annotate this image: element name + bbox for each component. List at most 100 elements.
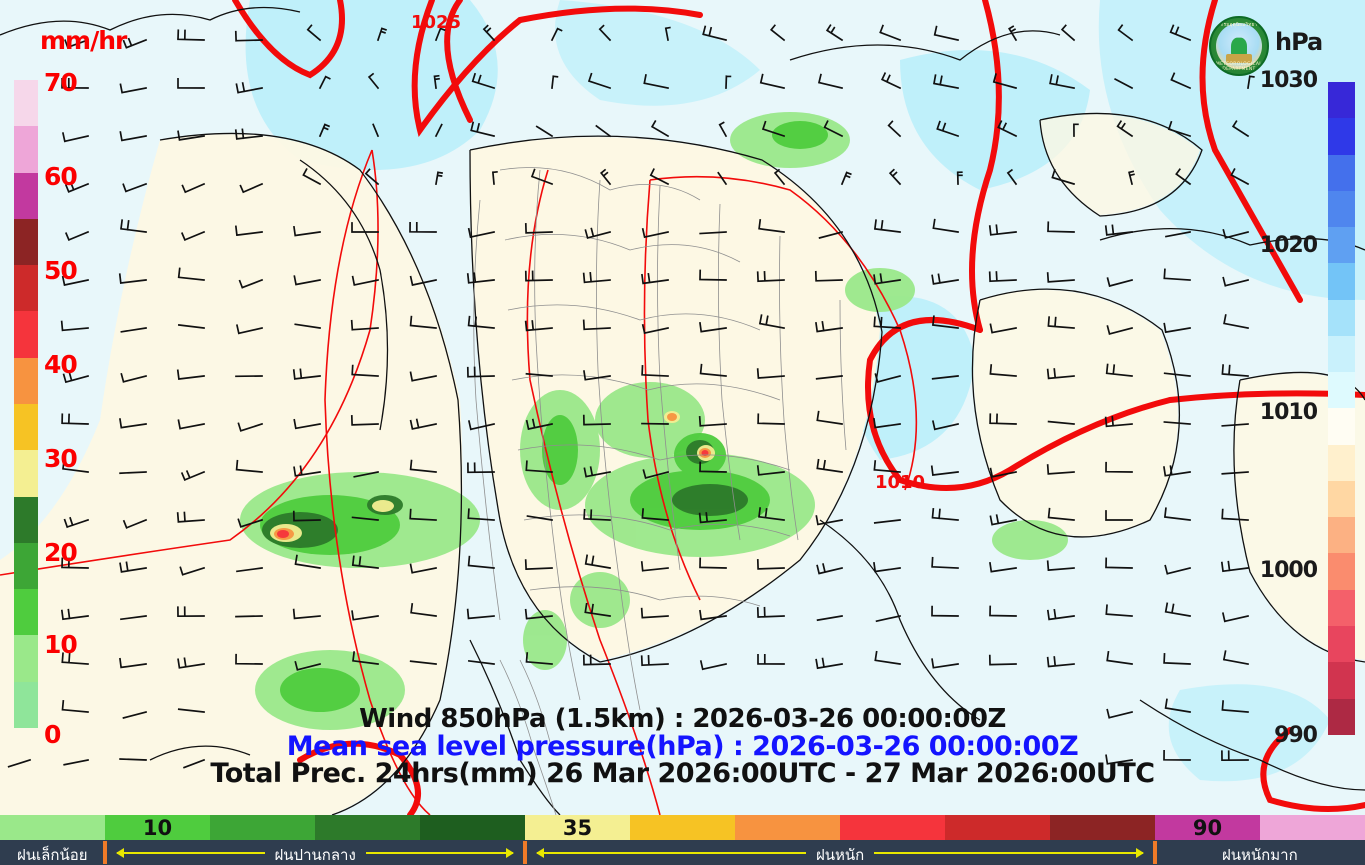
wind-barb (756, 606, 785, 618)
contour-value-label: 1010 (875, 472, 925, 493)
wind-barb (64, 230, 90, 242)
wind-barb (238, 278, 264, 289)
wind-barb (306, 24, 322, 42)
wind-barb (757, 413, 785, 425)
wind-barb (302, 168, 322, 186)
wind-barb (235, 615, 263, 618)
wind-barb (815, 321, 843, 333)
legend-color-cell: 35 (525, 815, 630, 840)
wind-barb (467, 315, 495, 329)
wind-barb (931, 420, 960, 431)
wind-barb (931, 658, 959, 669)
wind-barb (61, 413, 89, 425)
wind-barb (63, 759, 89, 766)
wind-barb (582, 414, 611, 426)
legend-category-strip: ฝนเล็กน้อย ฝนปานกลาง ฝนหนัก ฝนหนักมาก (0, 840, 1365, 865)
isobars-thick (232, 0, 1365, 815)
wind-barb (352, 651, 379, 665)
wind-barb (1163, 372, 1191, 377)
logo-top-text: กรมอุตุนิยมวิทยา (1220, 22, 1258, 28)
precip-tick-label: 0 (44, 720, 61, 749)
wind-barb (237, 422, 264, 432)
wind-barb (1167, 120, 1192, 138)
map-canvas[interactable]: 1010 1025 mm/hr 70 60 50 40 30 20 10 0 hPa 1030 1… (0, 0, 1365, 815)
wind-barb (235, 459, 263, 473)
wind-barb (119, 418, 147, 429)
wind-barb (873, 219, 901, 233)
wind-barb (318, 123, 331, 138)
wind-barb (471, 72, 496, 90)
wind-barb (840, 171, 852, 186)
wind-barb (988, 654, 1017, 666)
pressure-color-segment (1328, 299, 1355, 336)
wind-barb (376, 27, 387, 42)
wind-barb (1046, 608, 1075, 621)
wind-barb (888, 168, 902, 186)
wind-barb (641, 508, 669, 521)
precip-color-segment (14, 403, 38, 451)
wind-barb (1164, 564, 1192, 575)
wind-barb (525, 460, 553, 473)
wind-barb (60, 608, 89, 621)
wind-barb (1008, 25, 1018, 42)
wind-barb (815, 515, 843, 526)
wind-barb (120, 327, 147, 333)
wind-barb (875, 614, 902, 623)
legend-color-cell (1260, 815, 1365, 840)
legend-color-cell (210, 815, 315, 840)
wind-barb (874, 373, 902, 383)
wind-barb (758, 219, 785, 233)
pressure-color-segment (1328, 444, 1355, 481)
wind-barb (61, 77, 89, 89)
wind-barb (699, 660, 728, 671)
wind-barb (718, 121, 728, 138)
wind-barb (1163, 749, 1191, 761)
legend-color-strip: 10 35 90 (0, 815, 1365, 840)
wind-barb (351, 555, 379, 569)
wind-barb (600, 168, 612, 186)
precip-color-segment (14, 589, 38, 636)
wind-barb (1105, 754, 1133, 765)
wind-barb (1221, 364, 1249, 377)
wind-barb (467, 227, 496, 239)
wind-barb (62, 459, 89, 473)
wind-barb (814, 270, 843, 282)
wind-barb (409, 275, 438, 287)
precip-color-segment (14, 172, 38, 219)
precip-color-segment (14, 635, 38, 682)
wind-barb (1106, 650, 1133, 665)
wind-barb (933, 25, 960, 42)
wind-barb (122, 710, 148, 719)
wind-barb (177, 708, 205, 713)
pressure-color-segment (1328, 517, 1355, 554)
precipitation-tick-labels: 70 60 50 40 30 20 10 0 (40, 22, 110, 747)
wind-barb (234, 128, 263, 140)
wind-barb (119, 131, 147, 142)
coastlines (0, 6, 1365, 815)
wind-barb (409, 660, 437, 665)
wind-barb (650, 120, 670, 138)
wind-barb (467, 462, 495, 474)
wind-barb (119, 657, 147, 669)
wind-barb (989, 413, 1017, 425)
pressure-color-segment (1328, 408, 1355, 445)
wind-barb (817, 73, 844, 90)
wind-barb (698, 512, 727, 524)
wind-barb (1047, 507, 1075, 521)
wind-barb (931, 556, 959, 569)
pressure-tick-label: 990 (1274, 723, 1318, 748)
wind-barb (587, 72, 612, 90)
wind-barb (1221, 471, 1249, 475)
wind-barb (956, 171, 963, 185)
wind-barb (177, 419, 205, 430)
wind-barb (294, 554, 321, 569)
wind-barb (1046, 464, 1075, 475)
wind-barb (1060, 24, 1076, 42)
wind-barb (698, 415, 727, 427)
precip-color-segment (14, 542, 38, 590)
wind-barb (717, 171, 728, 186)
wind-barb (1220, 560, 1249, 573)
wind-barb (699, 461, 727, 473)
wind-barb (825, 24, 844, 42)
wind-barb (1175, 168, 1192, 186)
